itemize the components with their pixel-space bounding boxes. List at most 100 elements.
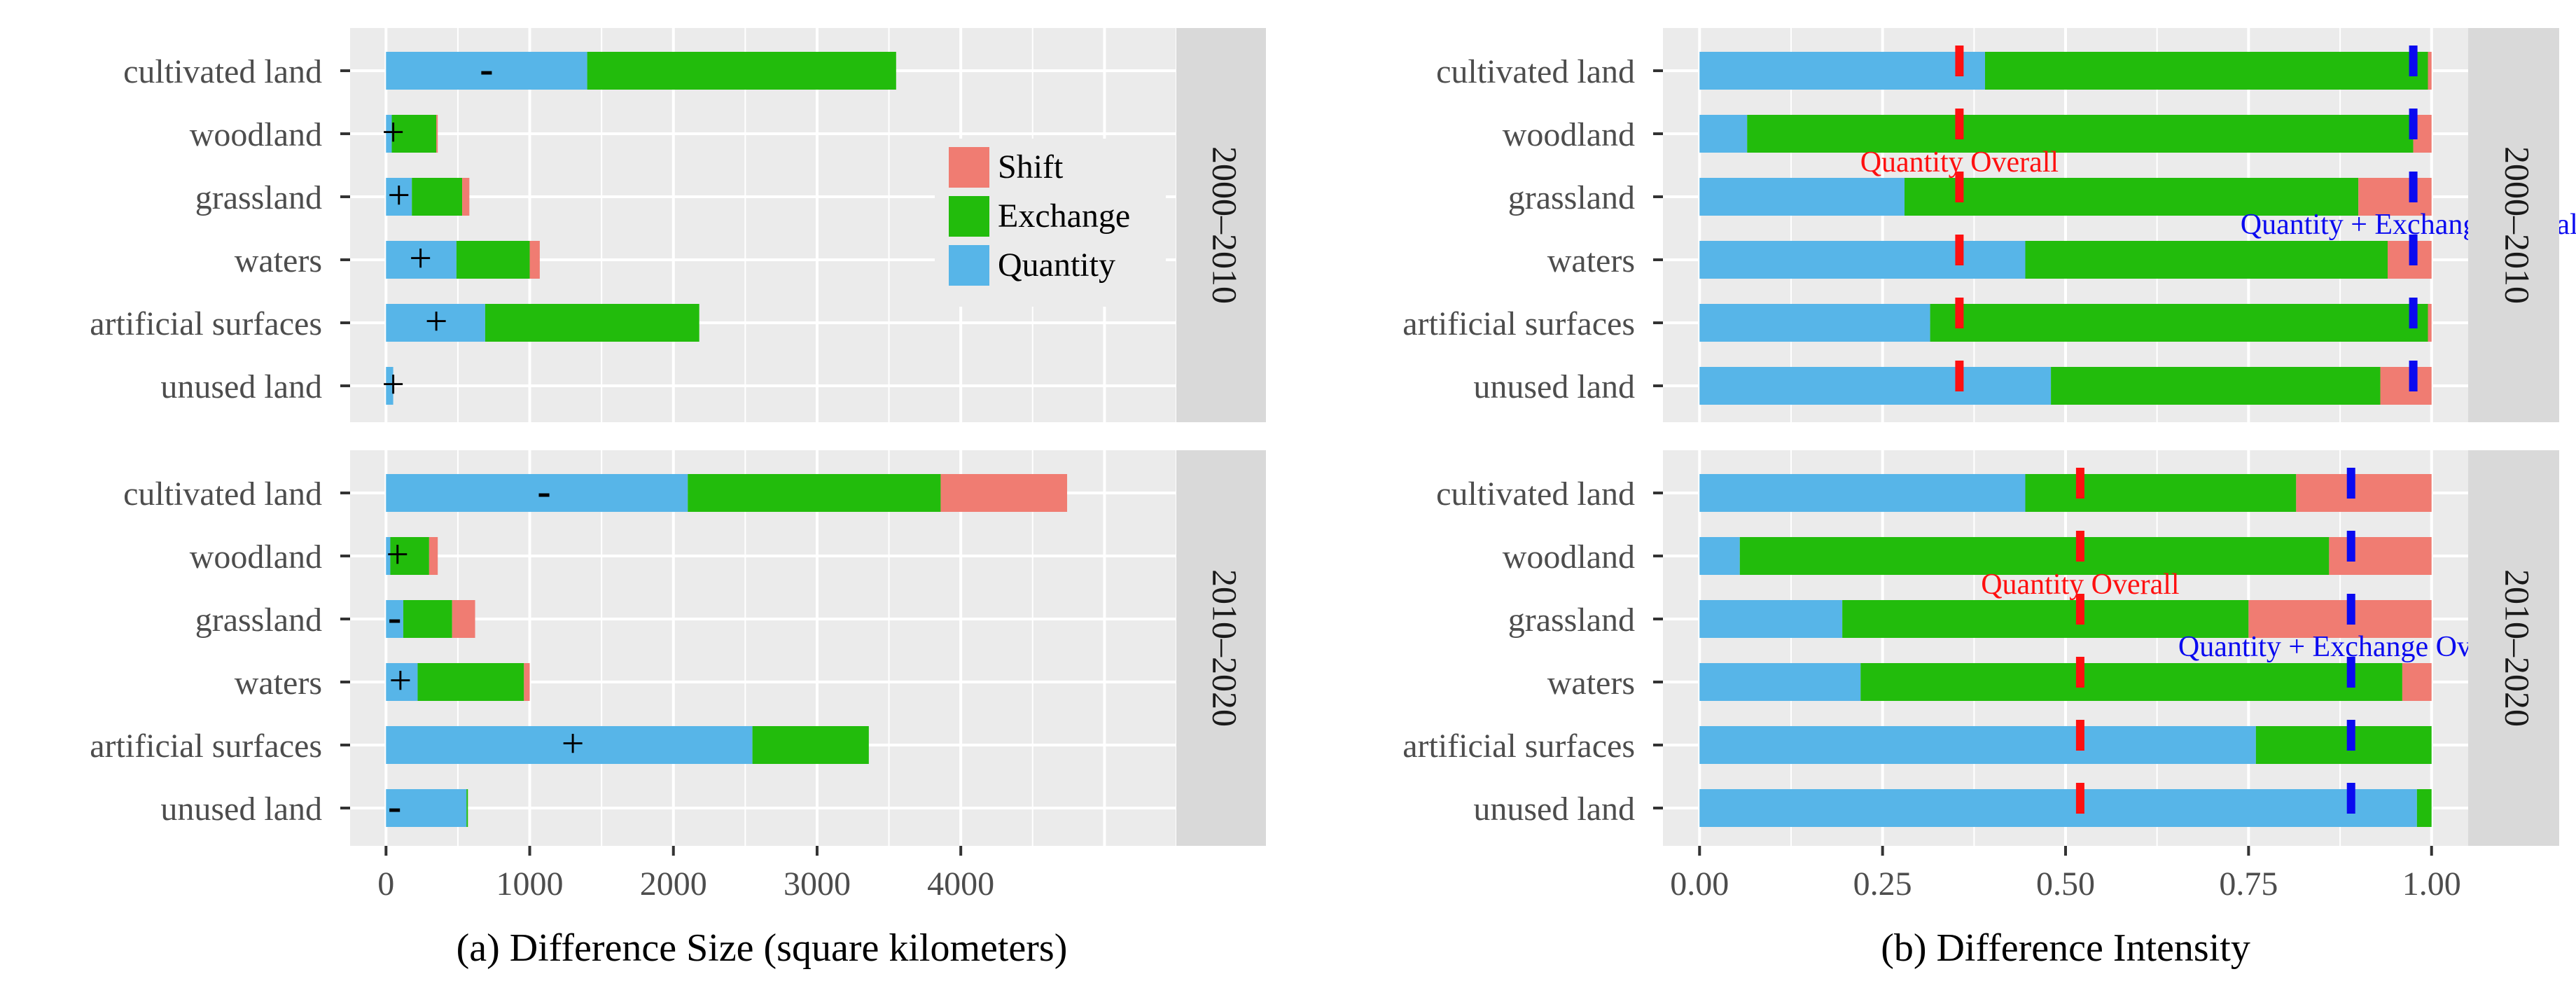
bar-shift-grassland [462,178,470,216]
x-tick-label: 0.75 [2219,865,2278,903]
bar-shift-grassland [2248,600,2432,638]
y-tick-label-waters: waters [235,242,322,279]
bar-quantity-artificial-surfaces [1699,304,1930,342]
y-tick-label-waters: waters [235,665,322,702]
bar-exchange-artificial-surfaces [485,304,699,342]
bar-exchange-woodland [390,537,429,575]
x-tick-label: 3000 [784,865,851,903]
y-tick-label-woodland: woodland [1503,116,1635,153]
bar-exchange-unused-land [466,789,468,827]
legend: Shift Exchange Quantity [935,139,1166,307]
y-tick-label-grassland: grassland [1508,179,1635,216]
sign-marker-artificial-surfaces: + [425,298,448,344]
bar-quantity-cultivated-land [1699,52,1985,90]
bar-quantity-grassland [386,178,412,216]
y-tick-label-woodland: woodland [1503,538,1635,576]
legend-label-exchange: Exchange [998,197,1130,235]
x-axis-title-b: (b) Difference Intensity [1881,926,2250,970]
bar-quantity-waters [386,241,457,279]
bar-shift-waters [2402,663,2432,701]
bar-quantity-cultivated-land [386,474,688,512]
bar-quantity-artificial-surfaces [386,304,485,342]
y-tick-label-waters: waters [1547,242,1635,279]
bar-shift-woodland [2329,537,2432,575]
bar-quantity-grassland [386,600,403,638]
legend-key-shift [949,147,989,188]
facet-strip-a-1 [1176,28,1266,422]
bar-exchange-woodland [391,115,437,153]
y-tick-label-cultivated-land: cultivated land [1436,53,1635,90]
bar-exchange-grassland [1905,178,2359,216]
sign-marker-waters: + [409,235,432,281]
bar-exchange-waters [1860,663,2402,701]
bar-shift-cultivated-land [940,474,1068,512]
y-tick-label-grassland: grassland [1508,601,1635,639]
bar-quantity-cultivated-land [386,52,587,90]
x-tick-label: 4000 [927,865,994,903]
y-tick-label-artificial-surfaces: artificial surfaces [1402,728,1635,765]
legend-label-quantity: Quantity [998,246,1115,284]
facet-strip-label: 2010–2020 [2498,569,2537,727]
facet-strip-label: 2010–2020 [1206,569,1245,727]
bar-shift-grassland [452,600,475,638]
facet-strip-label: 2000–2010 [1206,146,1245,304]
bar-quantity-grassland [1699,178,1905,216]
bar-quantity-artificial-surfaces [1699,726,2256,764]
bar-quantity-woodland [386,115,392,153]
bar-exchange-cultivated-land [2025,474,2297,512]
bar-quantity-artificial-surfaces [386,726,753,764]
bar-quantity-waters [1699,663,1861,701]
y-tick-label-cultivated-land: cultivated land [123,53,322,90]
bar-quantity-cultivated-land [1699,474,2026,512]
bar-shift-waters [529,241,540,279]
y-tick-label-artificial-surfaces: artificial surfaces [1402,305,1635,342]
bar-shift-unused-land [2380,367,2432,405]
x-axis-title-a: (a) Difference Size (square kilometers) [457,926,1068,970]
sign-marker-grassland: - [388,594,401,640]
y-tick-label-unused-land: unused land [160,791,322,828]
bar-quantity-unused-land [386,367,394,405]
sign-marker-waters: + [389,657,412,703]
quantity-overall-label: Quantity Overall [1860,146,2059,179]
bar-quantity-unused-land [1699,789,2417,827]
x-tick-label: 1.00 [2402,865,2461,903]
facet-strip-label: 2000–2010 [2498,146,2537,304]
quantity-exchange-overall-label: Quantity + Exchange Overall [2178,631,2524,663]
y-tick-label-grassland: grassland [195,601,322,639]
y-tick-label-unused-land: unused land [1473,791,1635,828]
y-tick-label-unused-land: unused land [1473,368,1635,405]
y-tick-label-woodland: woodland [190,538,322,576]
panel-background-a-2 [350,450,1176,846]
bar-exchange-grassland [412,178,463,216]
bar-exchange-woodland [1747,115,2414,153]
sign-marker-unused-land: + [382,361,405,407]
bar-shift-waters [524,663,530,701]
bar-quantity-woodland [1699,537,1740,575]
bar-shift-woodland [436,115,438,153]
x-tick-label: 2000 [640,865,707,903]
bar-quantity-grassland [1699,600,1843,638]
bar-exchange-waters [417,663,524,701]
bar-exchange-grassland [1842,600,2249,638]
bar-quantity-woodland [1699,115,1748,153]
y-tick-label-artificial-surfaces: artificial surfaces [90,305,322,342]
bar-exchange-unused-land [2416,789,2432,827]
bar-exchange-cultivated-land [688,474,941,512]
bar-quantity-woodland [386,537,391,575]
facet-strip-b-1 [2468,28,2559,422]
y-tick-label-cultivated-land: cultivated land [123,475,322,513]
y-tick-label-artificial-surfaces: artificial surfaces [90,728,322,765]
bar-quantity-unused-land [386,789,467,827]
bar-exchange-artificial-surfaces [2255,726,2432,764]
sign-marker-woodland: + [386,531,409,577]
x-tick-label: 0.25 [1853,865,1912,903]
bar-exchange-artificial-surfaces [1930,304,2428,342]
sign-marker-cultivated-land: - [537,468,550,514]
bar-exchange-waters [2025,241,2388,279]
y-tick-label-waters: waters [1547,665,1635,702]
x-tick-label: 0.50 [2036,865,2095,903]
y-tick-label-unused-land: unused land [160,368,322,405]
legend-key-quantity [949,245,989,286]
bar-shift-grassland [2358,178,2432,216]
facet-strip-b-2 [2468,450,2559,846]
